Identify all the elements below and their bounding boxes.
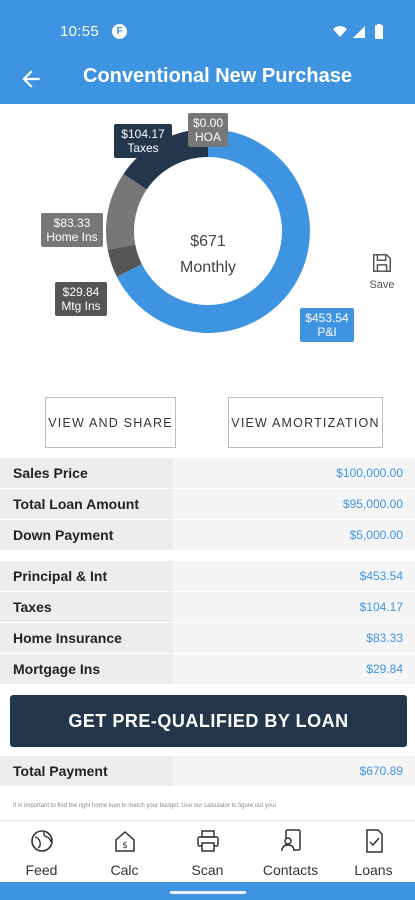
status-bar: 10:55 F <box>0 0 415 62</box>
row-value[interactable]: $100,000.00 <box>173 458 415 488</box>
tab-loans[interactable]: Loans <box>332 821 415 882</box>
tab-calc[interactable]: $ Calc <box>83 821 166 882</box>
row-value[interactable]: $5,000.00 <box>173 520 415 550</box>
tag-taxes-amount: $104.17 <box>121 127 165 141</box>
bottom-tab-bar: Feed $ Calc Scan Contacts Loans <box>0 820 415 882</box>
home-handle[interactable] <box>170 891 246 894</box>
tag-mtg-ins: $29.84 Mtg Ins <box>55 282 107 316</box>
tab-feed-label: Feed <box>25 862 58 878</box>
tag-taxes: $104.17 Taxes <box>114 124 172 158</box>
system-status-icons <box>333 24 383 39</box>
save-button[interactable]: Save <box>364 252 400 291</box>
system-nav-bar <box>0 882 415 900</box>
table-row: Total Payment $670.89 <box>0 756 415 787</box>
row-label: Sales Price <box>0 458 173 488</box>
tag-home-ins-name: Home Ins <box>46 230 98 244</box>
status-time: 10:55 <box>60 23 100 40</box>
row-value[interactable]: $83.33 <box>173 623 415 653</box>
tag-pi-amount: $453.54 <box>305 311 349 325</box>
calculator-house-icon: $ <box>114 830 135 852</box>
tag-pi-name: P&I <box>317 325 337 339</box>
globe-icon <box>30 830 53 852</box>
table-row: Home Insurance $83.33 <box>0 623 415 654</box>
payment-breakdown-table: Principal & Int $453.54 Taxes $104.17 Ho… <box>0 561 415 685</box>
tag-taxes-name: Taxes <box>127 141 159 155</box>
tag-home-ins-amount: $83.33 <box>53 216 91 230</box>
tag-home-ins: $83.33 Home Ins <box>41 213 103 247</box>
tab-loans-label: Loans <box>354 862 393 878</box>
row-value[interactable]: $95,000.00 <box>173 489 415 519</box>
tab-scan-label: Scan <box>191 862 224 878</box>
row-label: Down Payment <box>0 520 173 550</box>
table-row: Sales Price $100,000.00 <box>0 458 415 489</box>
total-value: $670.89 <box>173 756 415 786</box>
tag-hoa: $0.00 HOA <box>188 113 228 147</box>
table-row: Down Payment $5,000.00 <box>0 520 415 551</box>
tag-mtg-ins-amount: $29.84 <box>62 285 100 299</box>
notification-icon: F <box>112 24 127 39</box>
tag-hoa-amount: $0.00 <box>192 116 224 130</box>
contacts-icon <box>280 829 301 852</box>
tag-mtg-ins-name: Mtg Ins <box>61 299 101 313</box>
disclaimer-text: It is important to find the right home l… <box>13 803 277 809</box>
table-row: Principal & Int $453.54 <box>0 561 415 592</box>
tab-contacts-label: Contacts <box>262 862 319 878</box>
tab-feed[interactable]: Feed <box>0 821 83 882</box>
save-icon <box>373 254 391 272</box>
app-bar: Conventional New Purchase <box>0 62 415 104</box>
page-title: Conventional New Purchase <box>83 65 352 87</box>
row-value[interactable]: $453.54 <box>173 561 415 591</box>
back-arrow-icon[interactable] <box>18 66 44 92</box>
get-prequalified-button[interactable]: GET PRE-QUALIFIED BY LOAN <box>10 695 407 747</box>
row-value[interactable]: $29.84 <box>173 654 415 684</box>
tab-scan[interactable]: Scan <box>166 821 249 882</box>
row-label: Total Loan Amount <box>0 489 173 519</box>
document-check-icon <box>365 829 383 853</box>
donut-center-label: Monthly <box>179 259 237 276</box>
view-and-share-button[interactable]: VIEW AND SHARE <box>45 397 176 448</box>
tab-calc-label: Calc <box>110 862 139 878</box>
wifi-icon <box>333 26 347 37</box>
table-row: Mortgage Ins $29.84 <box>0 654 415 685</box>
row-value[interactable]: $104.17 <box>173 592 415 622</box>
signal-icon <box>353 26 365 38</box>
tab-contacts[interactable]: Contacts <box>249 821 332 882</box>
svg-text:$: $ <box>122 841 128 851</box>
donut-center: $671 Monthly <box>150 229 266 281</box>
row-label: Principal & Int <box>0 561 173 591</box>
loan-summary-table: Sales Price $100,000.00 Total Loan Amoun… <box>0 458 415 551</box>
row-label: Mortgage Ins <box>0 654 173 684</box>
printer-icon <box>196 830 219 852</box>
tag-hoa-name: HOA <box>194 130 221 144</box>
donut-segment-mtgins <box>107 244 143 277</box>
table-row: Taxes $104.17 <box>0 592 415 623</box>
table-row: Total Loan Amount $95,000.00 <box>0 489 415 520</box>
total-label: Total Payment <box>0 756 173 786</box>
row-label: Home Insurance <box>0 623 173 653</box>
row-label: Taxes <box>0 592 173 622</box>
donut-segment-pi <box>116 129 310 333</box>
donut-segment-homeins <box>106 173 148 250</box>
save-label: Save <box>369 279 395 291</box>
tag-pi: $453.54 P&I <box>300 308 354 342</box>
view-amortization-button[interactable]: VIEW AMORTIZATION <box>228 397 383 448</box>
battery-icon <box>375 25 383 39</box>
total-payment-table: Total Payment $670.89 <box>0 756 415 787</box>
donut-center-amount: $671 <box>190 233 226 250</box>
